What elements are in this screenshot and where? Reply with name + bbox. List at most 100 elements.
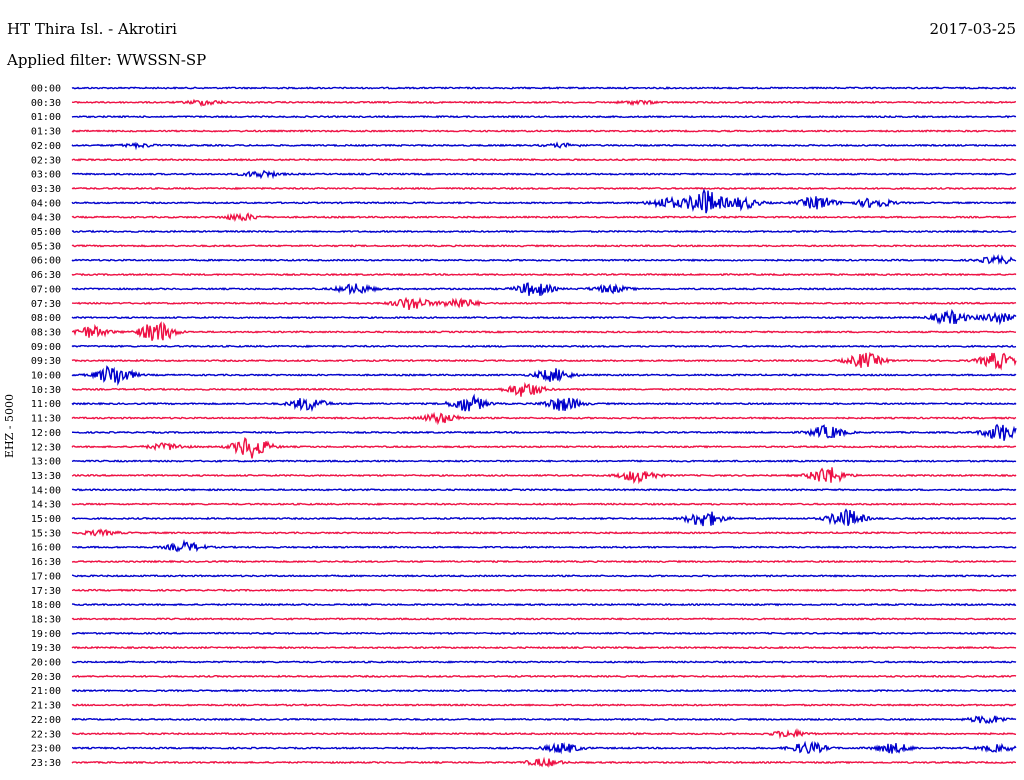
row-time-label: 22:30 xyxy=(31,729,61,740)
row-time-label: 06:30 xyxy=(31,270,61,281)
row-time-label: 19:00 xyxy=(31,629,61,640)
row-time-label: 10:00 xyxy=(31,371,61,382)
trace-line xyxy=(71,254,1017,265)
trace-line xyxy=(71,502,1017,506)
filter-label: Applied filter: WWSSN-SP xyxy=(7,51,207,69)
trace-line xyxy=(71,157,1017,162)
row-time-label: 10:30 xyxy=(31,385,61,396)
trace-line xyxy=(71,344,1017,349)
trace-line xyxy=(71,411,1017,426)
row-time-label: 15:00 xyxy=(31,514,61,525)
row-time-label: 20:00 xyxy=(31,658,61,669)
trace-line xyxy=(71,296,1017,311)
station-title: HT Thira Isl. - Akrotiri xyxy=(7,20,177,38)
trace-line xyxy=(71,728,1017,740)
row-time-label: 02:30 xyxy=(31,155,61,166)
row-time-label: 05:00 xyxy=(31,227,61,238)
trace-line xyxy=(71,602,1017,607)
row-time-label: 15:30 xyxy=(31,528,61,539)
row-time-label: 03:00 xyxy=(31,170,61,181)
row-time-label: 07:30 xyxy=(31,299,61,310)
row-time-label: 21:00 xyxy=(31,686,61,697)
row-time-label: 20:30 xyxy=(31,672,61,683)
row-time-label: 17:00 xyxy=(31,571,61,582)
trace-line xyxy=(71,129,1017,133)
row-time-label: 08:30 xyxy=(31,327,61,338)
row-time-label: 12:00 xyxy=(31,428,61,439)
row-time-label: 04:00 xyxy=(31,198,61,209)
trace-line xyxy=(71,467,1017,485)
trace-line xyxy=(71,688,1017,693)
trace-line xyxy=(71,169,1017,180)
trace-line xyxy=(71,351,1017,371)
trace-line xyxy=(71,244,1017,248)
trace-line xyxy=(71,282,1017,297)
row-time-label: 07:00 xyxy=(31,284,61,295)
trace-line xyxy=(71,308,1017,326)
trace-line xyxy=(71,188,1017,214)
row-time-label: 02:00 xyxy=(31,141,61,152)
trace-line xyxy=(71,631,1017,635)
trace-line xyxy=(71,186,1017,191)
trace-line xyxy=(71,98,1017,107)
trace-line xyxy=(71,528,1017,538)
row-time-label: 04:30 xyxy=(31,213,61,224)
row-time-label: 09:30 xyxy=(31,356,61,367)
trace-line xyxy=(71,393,1017,412)
trace-line xyxy=(71,756,1017,768)
row-time-label: 01:30 xyxy=(31,127,61,138)
trace-line xyxy=(71,114,1017,119)
row-time-label: 22:00 xyxy=(31,715,61,726)
trace-line xyxy=(71,488,1017,492)
trace-line xyxy=(71,229,1017,234)
row-time-label: 18:00 xyxy=(31,600,61,611)
row-time-label: 11:30 xyxy=(31,414,61,425)
row-time-label: 12:30 xyxy=(31,442,61,453)
row-time-label: 13:00 xyxy=(31,457,61,468)
trace-line xyxy=(71,365,1017,386)
row-time-label: 16:30 xyxy=(31,557,61,568)
trace-line xyxy=(72,539,1017,553)
trace-line xyxy=(71,272,1017,277)
row-time-label: 23:00 xyxy=(31,744,61,755)
row-time-label: 06:00 xyxy=(31,256,61,267)
trace-line xyxy=(71,715,1017,725)
row-time-label: 01:00 xyxy=(31,112,61,123)
trace-line xyxy=(71,86,1017,90)
trace-line xyxy=(71,212,1017,223)
row-time-label: 09:00 xyxy=(31,342,61,353)
trace-line xyxy=(71,141,1017,151)
row-time-label: 14:00 xyxy=(31,485,61,496)
row-time-label: 00:30 xyxy=(31,98,61,109)
row-time-label: 16:00 xyxy=(31,543,61,554)
trace-line xyxy=(71,423,1017,441)
trace-line xyxy=(71,674,1017,679)
trace-line xyxy=(71,703,1017,707)
row-time-label: 03:30 xyxy=(31,184,61,195)
trace-line xyxy=(71,740,1017,755)
row-time-label: 00:00 xyxy=(31,84,61,95)
trace-line xyxy=(71,508,1017,527)
row-time-label: 11:00 xyxy=(31,399,61,410)
row-time-label: 05:30 xyxy=(31,241,61,252)
date-label: 2017-03-25 xyxy=(929,20,1016,38)
trace-line xyxy=(71,559,1017,564)
row-time-label: 17:30 xyxy=(31,586,61,597)
trace-line xyxy=(71,645,1017,650)
row-time-label: 14:30 xyxy=(31,500,61,511)
row-time-label: 08:00 xyxy=(31,313,61,324)
row-time-label: 19:30 xyxy=(31,643,61,654)
row-time-label: 18:30 xyxy=(31,614,61,625)
row-time-label: 21:30 xyxy=(31,701,61,712)
trace-line xyxy=(71,574,1017,578)
trace-line xyxy=(71,459,1017,463)
trace-line xyxy=(71,660,1017,664)
trace-line xyxy=(71,381,1017,397)
trace-line xyxy=(71,588,1017,593)
trace-line xyxy=(71,437,1017,459)
row-time-label: 23:30 xyxy=(31,758,61,769)
trace-line xyxy=(71,321,1017,341)
trace-line xyxy=(71,617,1017,621)
row-time-label: 13:30 xyxy=(31,471,61,482)
